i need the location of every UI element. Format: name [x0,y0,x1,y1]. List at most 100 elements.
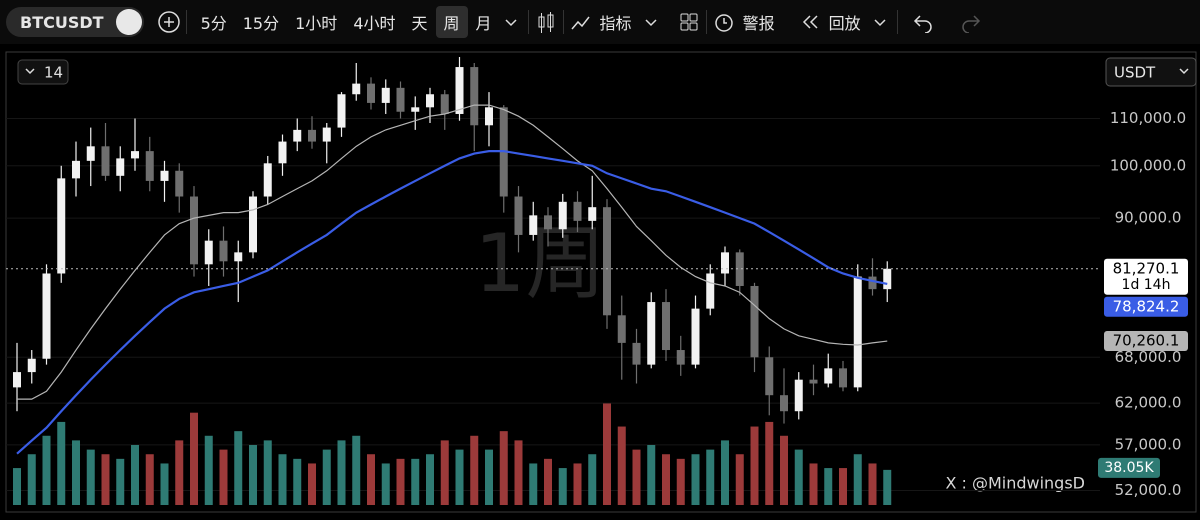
volume-bar [588,454,597,505]
volume-bar [647,445,656,505]
candle-body [647,302,656,365]
replay-button[interactable]: 回放 [828,14,861,33]
volume-bar [116,458,125,505]
volume-bar [485,449,493,505]
symbol-button[interactable]: BTCUSDT [6,7,144,37]
separator [185,10,187,34]
candle-body [780,395,788,412]
dropdown-icon[interactable] [500,11,522,33]
volume-bar [72,440,80,505]
separator [896,10,898,34]
volume-bar [558,468,567,505]
candle-body [721,252,729,274]
candle-icon[interactable] [535,11,557,33]
dropdown-icon[interactable] [869,11,891,33]
moving-average-line [17,104,888,400]
volume-bar [883,469,892,505]
candle-body [145,151,154,181]
volume-bar [308,463,316,505]
volume-bar [337,440,346,505]
candle-body [278,141,287,164]
candle-body [868,276,877,290]
candle-body [853,276,862,388]
countdown-label: 1d 14h [1122,277,1171,293]
candle-body [72,160,80,179]
separator [705,10,707,34]
candle-body [514,196,523,235]
indicator-icon[interactable] [570,11,592,33]
volume-bar [396,458,405,505]
intervals: 5分 15分 1小时 4小时天周月 [193,6,500,38]
candle-body [219,240,228,262]
candle-body [558,201,567,230]
toolbar: BTCUSDT 5分 15分 1小时 4小时天周月 指标 警报 回放 [0,0,1200,44]
candle-body [529,215,538,235]
candle-body [573,201,582,221]
volume-bar [381,463,390,505]
dropdown-icon[interactable] [640,11,662,33]
interval-button[interactable]: 5分 [200,14,227,33]
volume-bar [234,431,243,505]
volume-bar [27,454,36,505]
last-price-box [1104,258,1188,295]
volume-box [1098,457,1160,478]
volume-bar [426,454,434,505]
replay-icon[interactable] [799,11,821,33]
candle-body [131,151,139,159]
volume-bar [175,440,184,505]
redo-icon[interactable] [960,11,982,33]
moving-average-line [16,150,888,455]
volume-bar [499,431,508,505]
interval-button[interactable]: 周 [435,6,468,38]
y-tick-label: 68,000.0 [1115,348,1182,366]
undo-icon[interactable] [912,11,934,33]
candle-body [13,372,21,388]
volume-bar [101,454,110,505]
currency-dropdown-icon [1179,68,1189,75]
volume-bar [824,468,833,505]
candle-body [809,379,818,384]
candle-body [470,67,479,126]
volume-bar [367,454,375,505]
candle-body [691,308,700,365]
legend-toggle[interactable] [17,59,69,85]
candle-body [706,273,715,309]
add-icon[interactable] [157,11,180,33]
volume-bar [721,440,729,505]
candle-body [632,342,641,365]
layout-icon[interactable] [678,11,700,33]
interval-button[interactable]: 4小时 [353,14,396,33]
volume-bar [780,435,788,505]
interval-button[interactable]: 月 [475,14,492,33]
candle-body [676,350,685,365]
interval-button[interactable]: 天 [411,14,428,33]
volume-bar [13,468,21,505]
volume-bar [529,463,538,505]
y-tick-label: 110,000.0 [1110,109,1186,127]
volume-bar [676,458,685,505]
volume-bar [794,449,803,505]
volume-bar [42,435,51,505]
indicators-button[interactable]: 指标 [599,14,632,33]
candle-body [544,215,552,230]
candle-body [662,302,670,351]
volume-bar [131,445,139,505]
candle-body [440,94,449,114]
volume-bar [470,435,479,505]
currency-select[interactable] [1105,57,1197,87]
candle-body [57,178,66,274]
interval-button[interactable]: 1小时 [295,14,338,33]
alert-icon[interactable] [713,11,735,33]
last-price-label: 81,270.1 [1113,259,1180,277]
candle-body [293,129,302,142]
ma-price-label: 78,824.2 [1113,297,1180,315]
volume-bar [573,463,582,505]
candle-body [794,379,803,412]
y-tick-label: 57,000.0 [1115,435,1182,453]
y-tick-label: 100,000.0 [1110,156,1186,174]
volume-bar [322,449,331,505]
interval-button[interactable]: 15分 [242,14,280,33]
alerts-button[interactable]: 警报 [742,14,775,33]
volume-bar [86,449,95,505]
separator [562,10,564,34]
